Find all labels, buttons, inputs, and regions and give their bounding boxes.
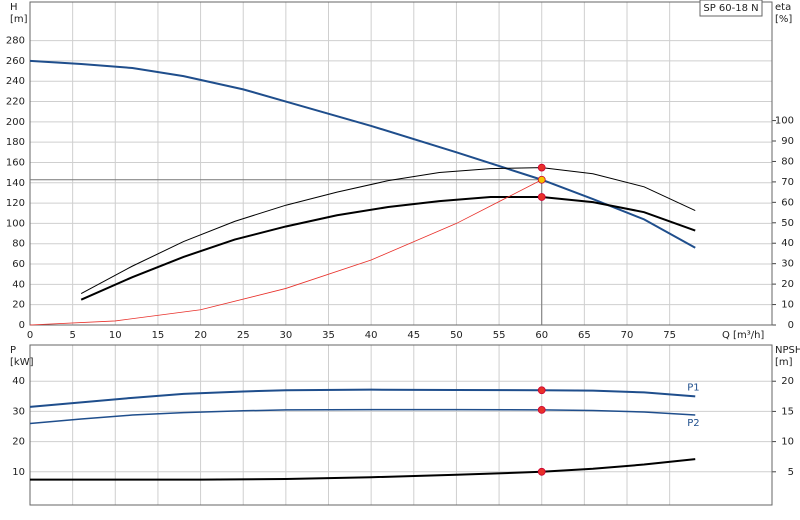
y2-tick-label: 100 (775, 116, 794, 127)
y-axis-label: P (10, 345, 16, 356)
x-tick-label: 55 (493, 330, 506, 341)
curve (29, 179, 542, 326)
y2-tick-label: 60 (781, 197, 794, 208)
title-box (699, 0, 763, 17)
y-axis-label: [m] (10, 14, 28, 25)
operating-point (537, 467, 546, 476)
y-tick-label: 40 (12, 279, 25, 290)
operating-point (537, 163, 546, 172)
y-tick-label: 0 (19, 320, 25, 331)
curve (29, 388, 696, 408)
plot-frame (29, 1, 773, 326)
y2-tick-label: 40 (781, 238, 794, 249)
x-tick-label: 35 (322, 330, 335, 341)
y2-tick-label: 10 (781, 300, 794, 311)
x-tick-label: 30 (279, 330, 292, 341)
y2-tick-label: 5 (788, 467, 794, 478)
x-tick-label: 0 (27, 330, 33, 341)
y2-tick-label: 20 (781, 279, 794, 290)
y-tick-label: 280 (6, 36, 25, 47)
x-tick-label: 60 (535, 330, 548, 341)
y-tick-label: 260 (6, 56, 25, 67)
y2-tick-label: 30 (781, 259, 794, 270)
y-tick-label: 220 (6, 97, 25, 108)
curve (29, 59, 696, 249)
y2-tick-label: 0 (788, 320, 794, 331)
y-tick-label: 140 (6, 178, 25, 189)
operating-point (537, 175, 546, 184)
y-axis-label: H (10, 2, 18, 13)
x-axis-label: Q [m³/h] (722, 330, 764, 341)
x-tick-label: 50 (450, 330, 463, 341)
y2-axis-label: [m] (775, 357, 793, 368)
x-tick-label: 40 (365, 330, 378, 341)
chart-title: SP 60-18 N (703, 3, 758, 14)
x-tick-label: 65 (578, 330, 591, 341)
y2-tick-label: 80 (781, 156, 794, 167)
curve (80, 167, 696, 294)
operating-point (537, 386, 546, 395)
x-tick-label: 45 (407, 330, 420, 341)
y-axis-label: [kW] (10, 357, 34, 368)
y2-tick-label: 70 (781, 177, 794, 188)
y-tick-label: 30 (12, 406, 25, 417)
plot-frame (29, 344, 773, 506)
y-tick-label: 40 (12, 376, 25, 387)
y-tick-label: 160 (6, 157, 25, 168)
operating-point (537, 193, 546, 201)
y-tick-label: 60 (12, 259, 25, 270)
y2-axis-label: eta (775, 2, 791, 13)
y-tick-label: 200 (6, 117, 25, 128)
x-tick-label: 75 (663, 330, 676, 341)
x-tick-label: 70 (621, 330, 634, 341)
x-tick-label: 10 (109, 330, 122, 341)
x-tick-label: 15 (152, 330, 165, 341)
y-tick-label: 80 (12, 239, 25, 250)
y2-tick-label: 20 (781, 376, 794, 387)
curve (30, 458, 696, 481)
curve (29, 408, 696, 425)
y2-axis-label: [%] (775, 14, 792, 25)
y-tick-label: 20 (12, 437, 25, 448)
y2-tick-label: 10 (781, 437, 794, 448)
y-tick-label: 120 (6, 198, 25, 209)
y2-tick-label: 50 (781, 218, 794, 229)
y-tick-label: 100 (6, 218, 25, 229)
y-tick-label: 20 (12, 300, 25, 311)
curve (80, 196, 696, 301)
y-tick-label: 10 (12, 467, 25, 478)
x-tick-label: 20 (194, 330, 207, 341)
y2-tick-label: 90 (781, 136, 794, 147)
series-label: P2 (687, 418, 699, 429)
y2-axis-label: NPSH (775, 345, 800, 356)
series-label: P1 (687, 382, 699, 393)
y-tick-label: 240 (6, 76, 25, 87)
y-tick-label: 180 (6, 137, 25, 148)
x-tick-label: 25 (237, 330, 250, 341)
x-tick-label: 5 (69, 330, 75, 341)
y2-tick-label: 15 (781, 406, 794, 417)
operating-point (537, 406, 546, 414)
